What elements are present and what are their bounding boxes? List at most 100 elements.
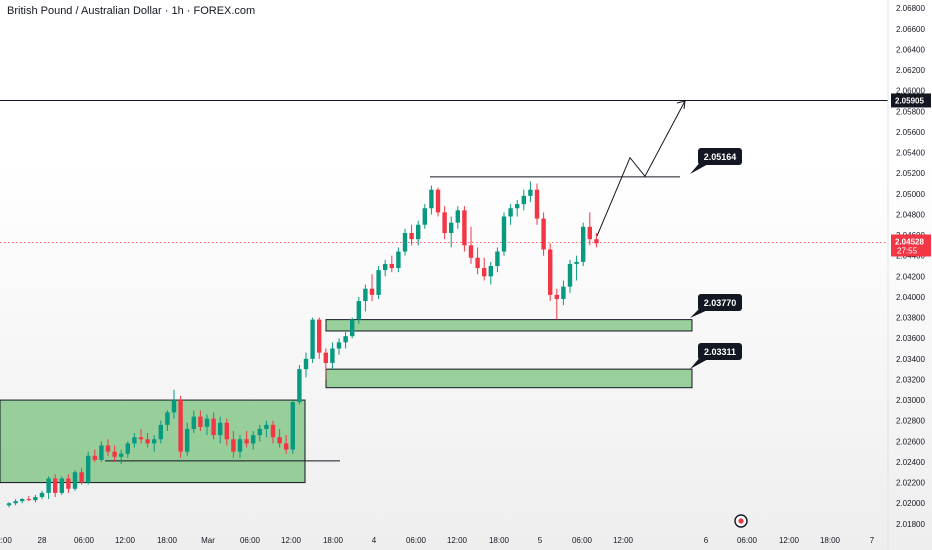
candle [138, 428, 144, 444]
candle-body [257, 428, 262, 436]
candle [581, 222, 586, 266]
target-price-label: 2.05905 [891, 93, 931, 108]
candle-body [105, 445, 111, 452]
candle [191, 410, 196, 434]
candle-body [297, 369, 302, 403]
candle [231, 431, 236, 458]
candle [534, 183, 540, 225]
y-tick-label: 2.02600 [896, 437, 925, 446]
x-tick-label: 6 [704, 536, 709, 545]
current-price-text: 2.04528 [895, 237, 924, 246]
y-axis[interactable]: 2.06800 2.06600 2.06400 2.06200 2.06000 2.058… [896, 4, 925, 529]
candle-body [224, 422, 229, 440]
candle [350, 317, 355, 339]
y-tick-label: 2.05000 [896, 190, 925, 199]
candle-body [323, 352, 328, 363]
candle [462, 206, 467, 252]
price-callout[interactable]: 2.05164 [690, 148, 742, 174]
candle-body [554, 294, 559, 300]
candle [330, 342, 335, 370]
x-tick-label: 18:00 [489, 536, 510, 545]
candle [521, 189, 526, 211]
candle-body [541, 218, 546, 250]
candle [92, 449, 97, 462]
price-callout[interactable]: 2.03311 [690, 343, 742, 369]
candle-body [468, 245, 474, 258]
candle-body [475, 257, 480, 269]
y-tick-label: 2.05800 [896, 107, 925, 116]
projection-layer [596, 100, 686, 237]
x-tick-label: 18:00 [820, 536, 841, 545]
y-tick-label: 2.03000 [896, 396, 925, 405]
candle-body [455, 210, 460, 223]
candle [303, 352, 309, 378]
candle-body [218, 422, 223, 436]
x-tick-label: 4 [372, 536, 377, 545]
candle-body [581, 226, 586, 262]
x-tick-label: 7 [870, 536, 875, 545]
candle [482, 257, 487, 281]
candle-body [548, 249, 553, 295]
candle-body [46, 478, 51, 493]
candle-body [363, 288, 368, 302]
candle [594, 232, 599, 248]
candle-body [125, 443, 130, 454]
candle-body [72, 472, 78, 489]
target-price-text: 2.05905 [895, 96, 924, 105]
candle-body [211, 418, 216, 436]
candle [310, 317, 315, 363]
candle-body [594, 239, 599, 244]
x-tick-label: 12:00 [779, 536, 800, 545]
candle [554, 288, 559, 320]
projection-path[interactable] [596, 100, 686, 237]
candle [429, 185, 434, 215]
candle-body [284, 443, 289, 450]
candle [178, 395, 183, 458]
candle [99, 441, 104, 462]
candle [211, 412, 216, 440]
candle-body [383, 263, 388, 271]
candle-body [435, 189, 441, 213]
candle [468, 226, 474, 264]
x-tick-label: 28 [38, 536, 47, 545]
candle [567, 259, 573, 293]
candle [323, 348, 328, 380]
candle [363, 284, 368, 312]
y-tick-label: 2.06800 [896, 4, 925, 13]
demand-zone-lower[interactable] [325, 368, 693, 389]
x-axis[interactable]: 2:00 28 06:00 12:00 18:00 Mar 06:00 12:00 18:00 4… [0, 536, 875, 545]
candle [528, 181, 533, 203]
candle-body [515, 204, 520, 209]
countdown-text: 27:55 [897, 246, 918, 255]
candle [66, 474, 71, 493]
y-tick-label: 2.03200 [896, 375, 925, 384]
candle [165, 410, 170, 432]
y-tick-label: 2.02000 [896, 499, 925, 508]
candle [218, 416, 223, 444]
candle-body [244, 439, 249, 444]
candle [515, 199, 520, 217]
demand-zone-upper[interactable] [325, 319, 693, 332]
y-tick-label: 2.02800 [896, 417, 925, 426]
candle-body [356, 301, 361, 320]
y-tick-label: 2.06200 [896, 66, 925, 75]
candle [152, 435, 157, 452]
candle-body [376, 270, 381, 295]
candle [46, 476, 51, 500]
candle [297, 365, 302, 405]
candle [105, 439, 111, 456]
candle-body [369, 288, 375, 295]
candle-body [270, 424, 276, 438]
current-price-box [891, 234, 931, 257]
candle [383, 259, 388, 277]
y-tick-label: 2.05400 [896, 149, 925, 158]
candle-body [66, 478, 71, 489]
price-callout[interactable]: 2.03770 [690, 294, 742, 318]
y-tick-label: 2.02200 [896, 479, 925, 488]
candle-body [33, 497, 38, 501]
candle-body [152, 439, 157, 444]
candle [132, 433, 137, 448]
candle-body [561, 286, 566, 300]
